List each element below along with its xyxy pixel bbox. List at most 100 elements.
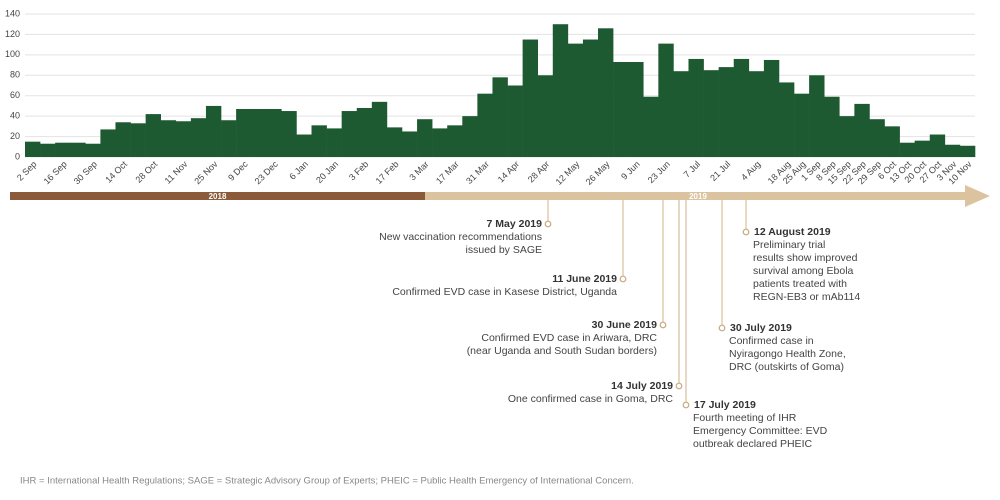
annotation-text: results show improved	[753, 252, 858, 264]
bar	[794, 93, 810, 157]
annotation-dot	[619, 275, 627, 283]
bar	[130, 123, 146, 157]
year-label: 2019	[689, 192, 707, 201]
bar	[85, 143, 101, 157]
y-tick-label: 20	[10, 131, 20, 141]
bar	[371, 101, 388, 157]
annotation-text: REGN-EB3 or mAb114	[753, 291, 860, 303]
bar	[778, 82, 795, 157]
bar	[884, 126, 900, 157]
bar	[462, 116, 478, 157]
bar	[100, 129, 116, 157]
annotation-date: 7 May 2019	[487, 218, 543, 230]
bar	[854, 103, 870, 157]
bar	[160, 120, 177, 157]
bar	[748, 71, 765, 157]
annotation-text: survival among Ebola	[753, 265, 854, 277]
x-tick-label: 25 Nov	[192, 159, 220, 187]
x-tick-label: 23 Dec	[253, 159, 281, 187]
x-tick-label: 11 Nov	[163, 159, 190, 186]
x-tick-label: 20 Jan	[314, 159, 340, 185]
annotation-text: Confirmed case in	[729, 335, 814, 347]
y-tick-label: 60	[10, 90, 20, 100]
bar	[266, 108, 282, 157]
annotation-date: 14 July 2019	[611, 380, 673, 392]
annotation-text: Confirmed EVD case in Kasese District, U…	[392, 286, 617, 298]
bar	[175, 121, 192, 157]
annotation-text: Emergency Committee: EVD	[693, 425, 828, 437]
annotation-dot	[718, 324, 726, 332]
bar	[628, 62, 644, 157]
x-tick-label: 23 Jun	[646, 159, 672, 185]
bar	[944, 144, 961, 157]
annotation-date: 30 June 2019	[592, 319, 658, 331]
annotation-text: Preliminary trial	[753, 239, 825, 251]
x-tick-label: 21 Jul	[708, 159, 732, 183]
bar	[326, 128, 342, 157]
bar	[477, 93, 493, 157]
bar	[613, 62, 629, 157]
bar	[522, 39, 538, 157]
x-tick-label: 12 May	[554, 159, 582, 187]
year-label: 2018	[209, 192, 227, 201]
footnote: IHR = International Health Regulations; …	[20, 476, 634, 487]
bar	[311, 125, 327, 157]
bar	[507, 85, 523, 157]
bar	[809, 75, 825, 157]
x-tick-label: 4 Aug	[739, 159, 762, 182]
annotation-dot	[659, 321, 667, 329]
bar	[537, 75, 554, 157]
bar	[688, 58, 704, 157]
annotation-text: One confirmed case in Goma, DRC	[508, 393, 674, 405]
bar	[492, 77, 508, 157]
annotation-date: 11 June 2019	[552, 273, 617, 285]
x-tick-label: 30 Sep	[72, 159, 99, 186]
bar	[296, 134, 312, 157]
y-tick-label: 120	[5, 29, 20, 39]
bar	[281, 111, 297, 157]
bar	[839, 116, 855, 157]
bar	[115, 122, 131, 157]
bar	[718, 67, 735, 157]
bar	[40, 143, 56, 157]
bar	[356, 107, 373, 157]
bar	[401, 131, 418, 157]
annotation-date: 17 July 2019	[694, 399, 756, 411]
bar	[221, 120, 237, 157]
y-tick-label: 140	[5, 8, 20, 18]
y-tick-label: 0	[15, 151, 20, 161]
x-tick-label: 2 Sep	[15, 159, 39, 183]
annotation-dot	[682, 401, 690, 409]
bar	[145, 114, 162, 157]
bar	[643, 96, 659, 157]
bar	[899, 142, 915, 157]
annotation-text: Fourth meeting of IHR	[693, 412, 797, 424]
x-tick-label: 3 Mar	[407, 159, 430, 182]
x-tick-label: 16 Sep	[42, 159, 69, 186]
y-tick-label: 40	[10, 111, 20, 121]
bar	[447, 125, 463, 157]
annotation-text: (near Uganda and South Sudan borders)	[467, 345, 657, 357]
annotation-text: outbreak declared PHEIC	[693, 438, 812, 450]
annotation-text: DRC (outskirts of Goma)	[729, 361, 844, 373]
timeline-2018	[10, 192, 425, 200]
x-tick-label: 28 Oct	[133, 159, 159, 185]
bar	[763, 59, 780, 157]
annotation-date: 30 July 2019	[730, 322, 792, 334]
bar	[733, 58, 750, 157]
timeline-2019	[425, 185, 990, 207]
bar	[703, 70, 719, 157]
bar	[552, 24, 569, 158]
bar	[582, 39, 599, 157]
annotation-dot	[544, 220, 552, 228]
bar	[417, 119, 433, 157]
bar	[386, 127, 403, 157]
x-tick-label: 26 May	[584, 159, 612, 187]
bar	[236, 108, 252, 157]
x-tick-label: 9 Dec	[226, 159, 250, 183]
bar	[598, 28, 614, 157]
annotation-text: Nyiragongo Health Zone,	[729, 348, 846, 360]
bar	[432, 128, 448, 157]
annotation-text: Confirmed EVD case in Ariwara, DRC	[481, 332, 657, 344]
